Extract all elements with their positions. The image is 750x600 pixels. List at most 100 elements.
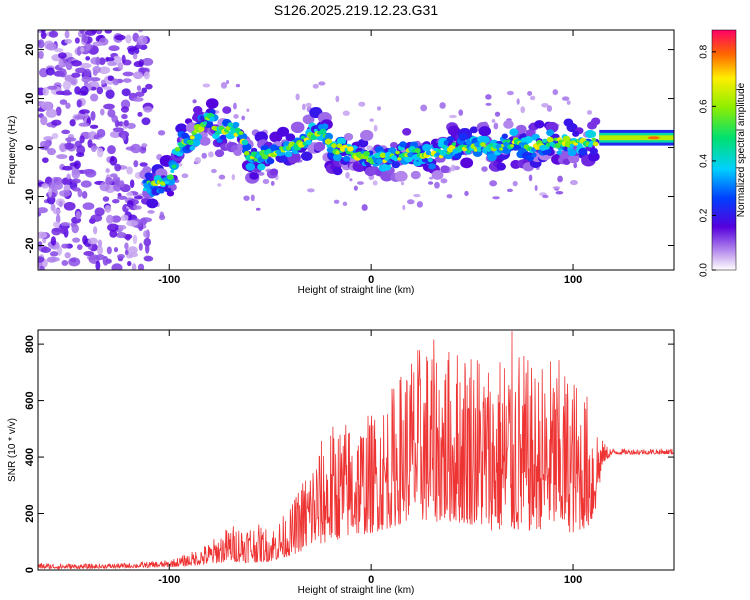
spectrogram-cell — [181, 173, 189, 179]
spectrogram-cell — [333, 199, 340, 204]
spectrogram-cell — [427, 181, 434, 185]
spectrogram-cell — [379, 152, 387, 159]
spectrogram-cell — [38, 231, 48, 239]
spectrogram-cell — [48, 182, 56, 190]
spectrogram-cell — [591, 117, 601, 126]
spectrogram-cell — [97, 245, 104, 256]
spectrogram-cell — [109, 156, 118, 166]
spectrogram-cell — [59, 189, 71, 197]
spectrogram-cell — [332, 153, 343, 162]
spectrogram-cell — [555, 190, 564, 195]
spectrogram-cell — [481, 166, 488, 172]
spectrogram-cell — [295, 93, 300, 101]
spectrogram-cell — [428, 163, 436, 170]
spectrogram-cell — [246, 108, 250, 113]
spectrogram-cell — [192, 99, 197, 104]
spectrogram-cell — [361, 204, 368, 211]
spectrogram-cell — [61, 243, 69, 249]
spectrogram-cell — [217, 183, 222, 187]
spectrogram-cell — [384, 156, 390, 161]
spectrogram-cell — [85, 56, 91, 61]
spectrogram-cell — [51, 133, 59, 139]
spectrogram-cell — [300, 135, 306, 140]
y-tick-label: -10 — [24, 189, 36, 205]
spectrogram-cell — [50, 256, 60, 262]
spectrogram-cell — [141, 117, 151, 126]
spectrogram-cell — [243, 151, 250, 156]
spectrogram-cell — [466, 149, 471, 153]
spectrogram-cell — [98, 66, 111, 74]
spectrogram-cell — [106, 246, 112, 255]
spectrogram-cell — [118, 225, 127, 230]
spectrogram-cell — [87, 139, 93, 148]
spectrogram-cell — [262, 178, 270, 185]
spectrogram-cell — [63, 201, 76, 211]
spectrogram-cell — [143, 237, 152, 247]
spectrogram-cell — [71, 223, 79, 234]
spectrogram-cell — [477, 148, 482, 152]
spectrogram-cell — [114, 34, 126, 41]
colorbar-tick-label: 0.2 — [699, 208, 710, 222]
spectrogram-cell — [342, 110, 350, 116]
spectrogram-cell — [111, 215, 122, 223]
spectrogram-cell — [38, 256, 45, 263]
spectrogram-cell — [59, 99, 68, 105]
spectrogram-cell — [164, 180, 170, 185]
spectrogram-cell — [170, 169, 175, 173]
spectrogram-cell — [69, 119, 76, 127]
spectrogram-cell — [245, 162, 256, 171]
spectrogram-cell — [117, 195, 128, 200]
spectrogram-cell — [474, 141, 481, 148]
spectrogram-cell — [53, 181, 64, 190]
spectrogram-cell — [165, 187, 172, 193]
spectrogram-cell — [78, 122, 90, 127]
spectrogram-cell — [402, 204, 406, 211]
spectrogram-cell — [531, 152, 537, 158]
spectrogram-cell — [68, 155, 74, 162]
colorbar-tick-label: 0.6 — [699, 99, 710, 113]
y-tick-label: 600 — [24, 391, 36, 409]
spectrogram-cell — [132, 52, 138, 60]
spectrogram-cell — [534, 184, 538, 191]
spectrogram-cell — [342, 155, 351, 162]
y-tick-label: 200 — [24, 504, 36, 522]
spectrogram-cell — [65, 102, 71, 109]
spectrogram-cell — [96, 128, 106, 138]
spectrogram-cell — [133, 61, 143, 68]
spectrogram-cell — [506, 139, 511, 143]
spectrogram-cell — [79, 109, 90, 115]
spectrogram-cell — [42, 157, 49, 164]
spectrogram-cell — [80, 47, 85, 53]
spectrogram-cell — [413, 193, 421, 198]
spectrogram-cell — [220, 81, 228, 89]
spectrogram-cell — [446, 194, 453, 199]
spectrogram-cell — [107, 223, 119, 232]
spectrogram-cell — [79, 30, 85, 34]
spectrogram-cell — [494, 111, 501, 117]
spectrogram-cell — [335, 95, 340, 103]
spectrogram-cell — [40, 31, 47, 40]
spectrogram-cell — [74, 37, 80, 44]
spectrogram-cell — [125, 146, 136, 151]
spectrogram-cell — [366, 145, 374, 151]
spectrogram-cell — [73, 160, 81, 170]
spectrogram-cell — [369, 118, 374, 122]
spectrogram-cell — [90, 145, 99, 150]
spectrogram-cell — [393, 157, 398, 162]
spectrogram-cell — [496, 162, 506, 171]
spectrogram-cell — [58, 52, 67, 59]
x-tick-label: -100 — [158, 574, 180, 586]
spectrogram-cell — [191, 138, 201, 147]
spectrogram-cell — [301, 103, 306, 111]
spectrogram-cell — [257, 163, 266, 171]
spectrogram-cell — [72, 237, 81, 243]
spectrogram-cell — [159, 211, 165, 218]
spectrogram-cell — [464, 190, 469, 197]
spectrogram-cell — [205, 98, 219, 109]
spectrogram-cell — [233, 102, 237, 110]
spectrogram-cell — [487, 153, 497, 162]
spectrogram-cell — [279, 155, 287, 162]
spectrogram-cell — [420, 104, 428, 112]
spectrogram-cell — [71, 169, 81, 179]
